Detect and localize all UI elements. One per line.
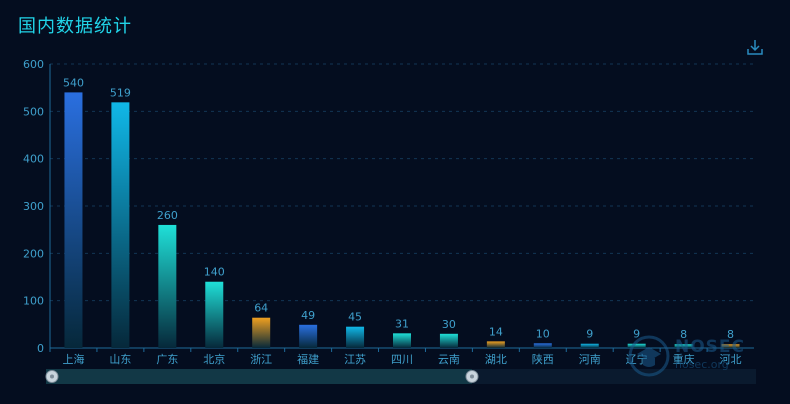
watermark: NOSEC nosec.org <box>627 334 747 378</box>
bar-value-label: 45 <box>348 311 362 324</box>
bar-value-label: 8 <box>727 328 734 341</box>
bar[interactable] <box>111 102 130 348</box>
x-tick-label: 湖北 <box>485 353 507 366</box>
y-tick-label: 600 <box>23 58 44 71</box>
datazoom-handle-grip <box>50 374 54 379</box>
bar-value-label: 9 <box>586 328 593 341</box>
y-tick-label: 500 <box>23 105 44 118</box>
x-tick-label: 河南 <box>579 353 601 366</box>
bar[interactable] <box>205 281 224 348</box>
bar-value-label: 8 <box>680 328 687 341</box>
bar-value-label: 64 <box>254 302 268 315</box>
x-tick-label: 河北 <box>720 353 742 366</box>
bar[interactable] <box>439 333 458 348</box>
chart-title: 国内数据统计 <box>18 16 132 37</box>
datazoom-handle-grip <box>470 374 474 379</box>
bar-value-label: 140 <box>204 266 225 279</box>
datazoom-selection[interactable] <box>46 369 472 384</box>
x-tick-label: 江苏 <box>344 353 366 366</box>
download-icon[interactable] <box>746 38 764 56</box>
x-tick-label: 北京 <box>203 352 225 366</box>
bar[interactable] <box>299 324 318 348</box>
y-tick-label: 100 <box>23 295 44 308</box>
bar-value-label: 10 <box>536 327 550 340</box>
bar-value-label: 49 <box>301 309 315 322</box>
bar[interactable] <box>721 344 740 348</box>
bar[interactable] <box>158 224 177 348</box>
bar[interactable] <box>252 317 271 348</box>
x-tick-label: 四川 <box>391 353 413 366</box>
x-tick-label: 广东 <box>156 353 178 366</box>
bar[interactable] <box>580 343 599 348</box>
x-tick-label: 上海 <box>62 352 84 366</box>
bar-value-label: 260 <box>157 209 178 222</box>
bar[interactable] <box>346 326 365 348</box>
watermark-domain: nosec.org <box>675 358 729 371</box>
x-tick-label: 云南 <box>438 353 460 366</box>
bar[interactable] <box>533 343 552 348</box>
x-tick-label: 山东 <box>109 353 131 366</box>
bar-value-label: 540 <box>63 76 84 89</box>
bar-value-label: 519 <box>110 86 131 99</box>
nosec-logo-icon <box>628 335 670 377</box>
bar[interactable] <box>674 344 693 348</box>
bar-value-label: 30 <box>442 318 456 331</box>
y-tick-label: 300 <box>23 200 44 213</box>
watermark-name: NOSEC <box>675 337 746 357</box>
y-tick-label: 200 <box>23 247 44 260</box>
x-tick-label: 重庆 <box>673 352 695 366</box>
x-tick-label: 浙江 <box>250 353 272 366</box>
bar-value-label: 14 <box>489 325 503 338</box>
x-tick-label: 福建 <box>297 352 319 366</box>
bar[interactable] <box>64 92 83 349</box>
y-tick-label: 0 <box>37 342 44 355</box>
y-tick-label: 400 <box>23 153 44 166</box>
bar-value-label: 9 <box>633 328 640 341</box>
bar-value-label: 31 <box>395 317 409 330</box>
bar[interactable] <box>393 333 411 348</box>
x-tick-label: 陕西 <box>532 352 554 366</box>
bar[interactable] <box>486 341 505 348</box>
bar[interactable] <box>627 343 646 348</box>
